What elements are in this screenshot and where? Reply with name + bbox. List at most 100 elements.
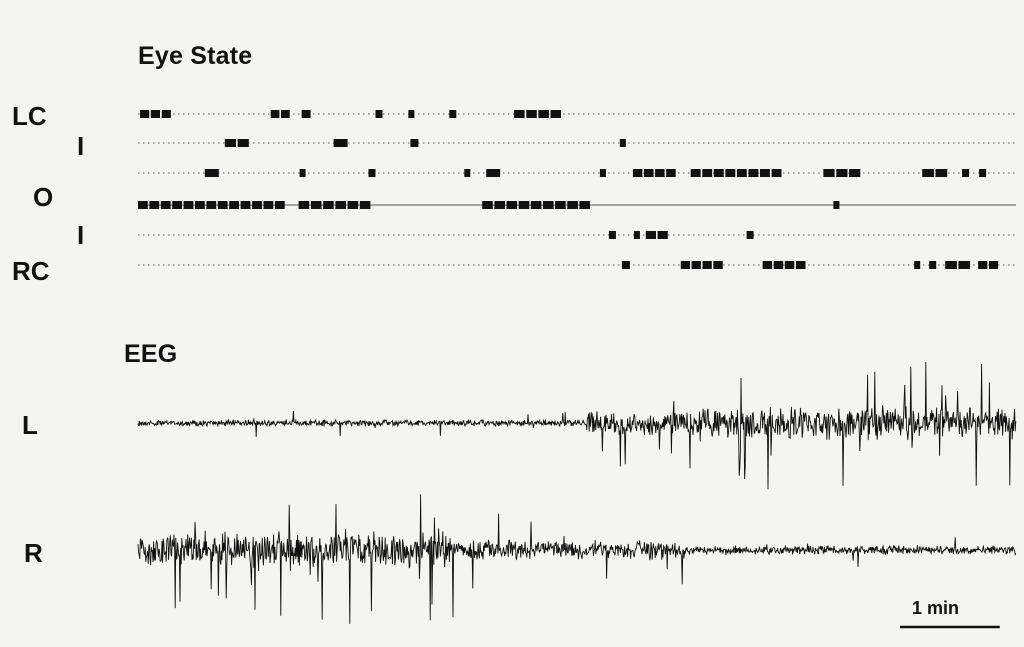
episode-block [240,201,251,209]
episode-block [555,201,566,209]
episode-block [823,169,835,177]
episode-block [962,169,970,177]
state-episode [410,139,419,147]
state-episode [608,231,616,239]
episode-block [514,110,525,118]
episode-block [368,169,376,177]
episode-block [929,261,937,269]
state-episode [464,169,471,177]
episode-block [543,201,554,209]
episode-block [746,231,754,239]
episode-block [138,201,148,209]
state-episode [621,261,630,269]
episode-block [655,169,665,177]
state-episode [945,261,971,269]
state-episode [746,231,754,239]
episode-block [784,261,795,269]
state-label-i-upper: I [77,131,85,161]
state-episode [482,201,590,209]
eye-state-row [138,139,1016,147]
episode-block [149,201,160,209]
state-episode [599,169,606,177]
state-episode [449,110,457,118]
episode-block [217,201,228,209]
episode-block [195,201,205,209]
eeg-trace-left [137,361,1017,490]
eye-state-row [138,261,1016,269]
episode-block [632,169,643,177]
episode-block [518,201,530,209]
episode-block [449,110,457,118]
eeg-title: EEG [124,340,178,368]
episode-block [183,201,194,209]
episode-block [335,201,346,209]
episode-block [161,110,171,118]
episode-block [762,261,773,269]
state-episode [914,261,921,269]
state-episode [978,261,999,269]
episode-block [725,169,736,177]
episode-block [713,261,723,269]
episode-block [237,139,249,147]
episode-block [836,169,848,177]
episode-block [263,201,274,209]
episode-block [550,110,561,118]
episode-block [713,169,724,177]
state-episode [929,261,937,269]
state-episode [270,110,290,118]
state-episode [140,110,171,118]
episode-block [619,139,626,147]
episode-block [252,201,262,209]
episode-block [773,261,784,269]
episode-block [988,261,999,269]
episode-block [702,169,713,177]
state-episode [833,201,840,209]
state-episode [962,169,970,177]
episode-block [621,261,630,269]
episode-block [299,169,306,177]
state-episode [224,139,249,147]
episode-block [690,169,701,177]
eye-state-row [138,201,1016,209]
state-episode [514,110,561,118]
episode-block [579,201,590,209]
state-episode [680,261,723,269]
state-episode [204,169,219,177]
eye-state-row [138,110,1016,118]
episode-block [922,169,934,177]
episode-block [298,201,310,209]
episode-block [608,231,616,239]
eye-state-title: Eye State [138,42,253,70]
episode-block [270,110,280,118]
eye-state-rows [138,110,1016,269]
episode-block [274,201,285,209]
episode-block [464,169,471,177]
eeg-label-left: L [22,410,38,440]
state-episode [633,231,640,239]
episode-block [979,169,987,177]
episode-block [691,261,701,269]
episode-block [645,231,656,239]
episode-block [526,110,537,118]
state-label-i-lower: I [77,220,85,250]
episode-block [323,201,334,209]
episode-block [599,169,606,177]
eye-state-row [138,169,1016,177]
state-label-o: O [33,182,54,212]
episode-block [833,201,840,209]
episode-block [359,201,371,209]
episode-block [771,169,782,177]
episode-block [204,169,219,177]
eeg-label-right: R [24,538,43,568]
episode-block [347,201,359,209]
state-label-lc: LC [12,101,47,131]
episode-block [945,261,957,269]
state-episode [375,110,383,118]
episode-block [760,169,770,177]
episode-block [160,201,171,209]
state-episode [762,261,806,269]
eeg-traces [137,361,1017,624]
state-episode [922,169,948,177]
eeg-trace-right [137,494,1017,624]
episode-block [736,169,747,177]
